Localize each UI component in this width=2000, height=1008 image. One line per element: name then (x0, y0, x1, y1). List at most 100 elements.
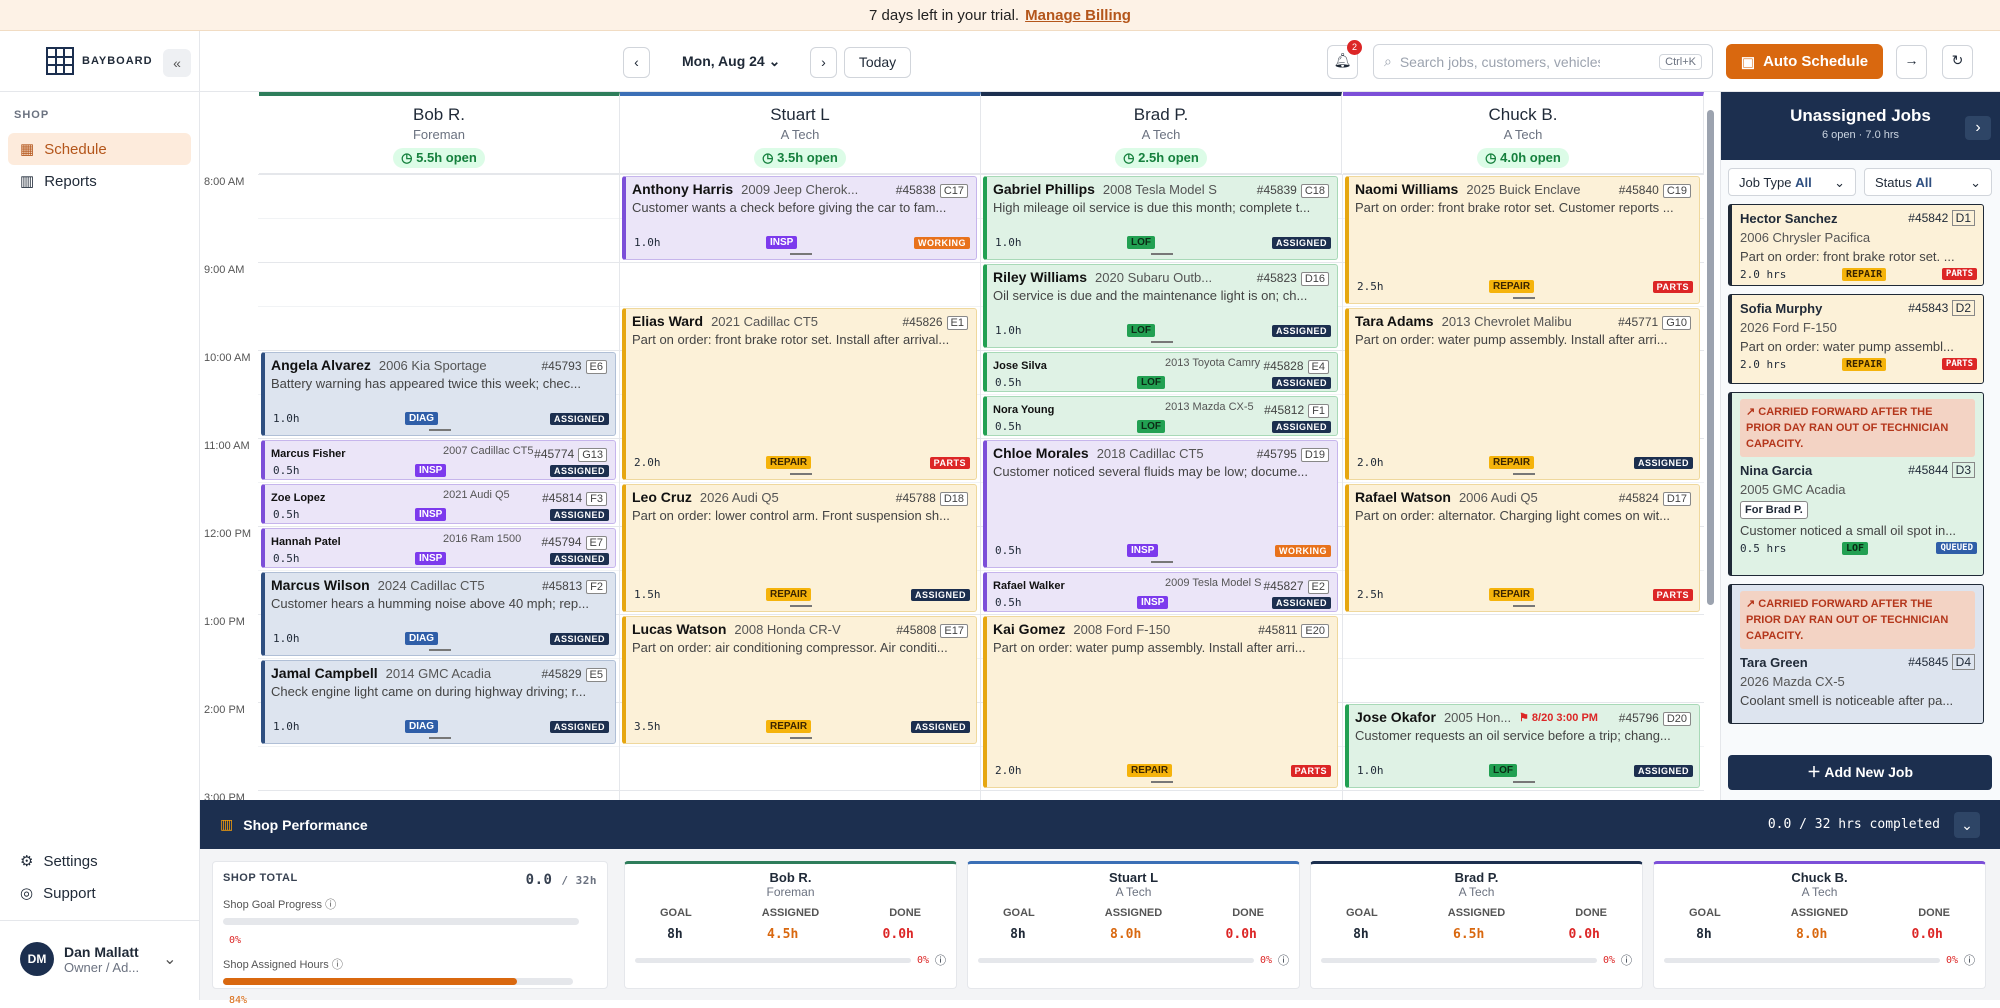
job-number: #45796 D20 (1619, 711, 1691, 725)
job-type-tag: INSP (1137, 596, 1168, 609)
prev-day-button[interactable]: ‹ (623, 47, 650, 78)
resize-handle[interactable] (1513, 473, 1535, 475)
vehicle: 2026 Audi Q5 (700, 490, 779, 505)
job-number: #45793 E6 (541, 359, 607, 373)
resize-handle[interactable] (790, 737, 812, 739)
job-card[interactable]: Riley Williams 2020 Subaru Outb... #45823 D… (983, 264, 1338, 348)
job-type-filter[interactable]: Job Type All ⌄ (1728, 168, 1856, 196)
time-gutter: 8:00 AM 9:00 AM 10:00 AM 11:00 AM 12:00 PM 1:… (200, 92, 258, 800)
job-card[interactable]: Naomi Williams 2025 Buick Enclave #45840 C1… (1345, 176, 1700, 304)
job-card[interactable]: Chloe Morales 2018 Cadillac CT5 #45795 D19 C… (983, 440, 1338, 568)
job-card[interactable]: Rafael Walker 2009 Tesla Model S #45827 E2 0… (983, 572, 1338, 612)
job-card[interactable]: Lucas Watson 2008 Honda CR-V #45808 E17 Part… (622, 616, 977, 744)
customer-name: Hector Sanchez (1740, 211, 1838, 226)
tech-column-header: Bob R. Foreman ◷ 5.5h open (259, 92, 620, 174)
resize-handle[interactable] (1513, 297, 1535, 299)
job-hours: 2.0h (1357, 456, 1384, 469)
auto-schedule-button[interactable]: ▣ Auto Schedule (1726, 44, 1883, 79)
today-button[interactable]: Today (844, 47, 911, 78)
collapse-sidebar-button[interactable]: « (163, 49, 191, 77)
job-card[interactable]: Marcus Wilson 2024 Cadillac CT5 #45813 F2 Cu… (261, 572, 616, 656)
collapse-perf-button[interactable]: ⌄ (1954, 812, 1980, 838)
bar-chart-icon: ▥ (20, 172, 34, 190)
resize-handle[interactable] (1513, 781, 1535, 783)
job-card[interactable]: Angela Alvarez 2006 Kia Sportage #45793 E6 B… (261, 352, 616, 436)
job-card[interactable]: Marcus Fisher 2007 Cadillac CT5 #45774 G13 0… (261, 440, 616, 480)
customer-name: Sofia Murphy (1740, 301, 1822, 316)
job-card[interactable]: Hannah Patel 2016 Ram 1500 #45794 E7 0.5h INS… (261, 528, 616, 568)
collapse-panel-button[interactable]: › (1965, 116, 1991, 140)
bay-badge: E20 (1301, 624, 1329, 638)
job-card[interactable]: Kai Gomez 2008 Ford F-150 #45811 E20 Part on… (983, 616, 1338, 788)
resize-handle[interactable] (1151, 253, 1173, 255)
chevron-down-icon: ⌄ (1834, 175, 1845, 191)
user-menu[interactable]: DM Dan Mallatt Owner / Ad... ⌄ (20, 942, 177, 976)
unassigned-job-card[interactable]: Sofia Murphy #45843 D2 2026 Ford F-150 Part… (1728, 294, 1984, 384)
status-filter[interactable]: Status All ⌄ (1864, 168, 1992, 196)
sidebar-item-reports[interactable]: ▥ Reports (8, 165, 191, 197)
notifications-button[interactable]: 🔔︎ 2 (1327, 45, 1358, 79)
resize-handle[interactable] (1151, 341, 1173, 343)
job-type-tag: INSP (415, 464, 446, 477)
date-picker[interactable]: Mon, Aug 24 ⌄ (682, 53, 780, 70)
goal-progress-label: Shop Goal Progress ⓘ (223, 896, 597, 912)
resize-handle[interactable] (1151, 781, 1173, 783)
customer-name: Riley Williams (993, 269, 1087, 285)
job-card[interactable]: Nora Young 2013 Mazda CX-5 #45812 F1 0.5h LOF… (983, 396, 1338, 436)
status-badge: ASSIGNED (1634, 457, 1693, 469)
status-badge: ASSIGNED (1272, 237, 1331, 249)
job-type-tag: REPAIR (1489, 588, 1534, 601)
job-number: #45808 E17 (896, 623, 968, 637)
job-type-tag: REPAIR (1489, 280, 1534, 293)
resize-handle[interactable] (1513, 605, 1535, 607)
search-input[interactable]: ⌕Search jobs, customers, vehicles, VINCt… (1373, 44, 1713, 79)
unassigned-job-card[interactable]: Hector Sanchez #45842 D1 2006 Chrysler Pac… (1728, 204, 1984, 286)
resize-handle[interactable] (790, 605, 812, 607)
vehicle: 2007 Cadillac CT5 (443, 445, 534, 457)
job-card[interactable]: Jamal Campbell 2014 GMC Acadia #45829 E5 Che… (261, 660, 616, 744)
job-number: #45838 C17 (896, 183, 968, 197)
customer-name: Angela Alvarez (271, 357, 371, 373)
refresh-button[interactable]: ↻ (1942, 45, 1973, 79)
manage-billing-link[interactable]: Manage Billing (1025, 7, 1131, 24)
trial-banner: 7 days left in your trial. Manage Billing (0, 0, 2000, 31)
resize-handle[interactable] (790, 473, 812, 475)
job-card[interactable]: Tara Adams 2013 Chevrolet Malibu #45771 G10… (1345, 308, 1700, 480)
job-description: Part on order: water pump assembly. Inst… (993, 640, 1331, 655)
next-day-button[interactable]: › (810, 47, 837, 78)
bay-badge: C19 (1663, 184, 1691, 198)
resize-handle[interactable] (429, 737, 451, 739)
sidebar-item-settings[interactable]: ⚙ Settings (8, 845, 191, 877)
job-card[interactable]: Jose Okafor 2005 Hon... ⚑ 8/20 3:00 PM #457… (1345, 704, 1700, 788)
unassigned-job-card[interactable]: ↗ CARRIED FORWARD AFTER THE PRIOR DAY RA… (1728, 584, 1984, 724)
job-card[interactable]: Jose Silva 2013 Toyota Camry #45828 E4 0.5h L… (983, 352, 1338, 392)
job-card[interactable]: Zoe Lopez 2021 Audi Q5 #45814 F3 0.5h INSP ASS… (261, 484, 616, 524)
job-number: #45774 G13 (534, 447, 607, 461)
customer-name: Leo Cruz (632, 489, 692, 505)
bay-badge: D19 (1301, 448, 1329, 462)
job-card[interactable]: Rafael Watson 2006 Audi Q5 #45824 D17 Part o… (1345, 484, 1700, 612)
tech-performance-card: Brad P. A Tech GOAL ASSIGNED DONE 8h 6.5h 0.0h 0… (1310, 861, 1643, 989)
add-new-job-button[interactable]: ＋ Add New Job (1728, 755, 1992, 790)
vehicle: 2026 Ford F-150 (1740, 320, 1975, 335)
sidebar-item-schedule[interactable]: ▦ Schedule (8, 133, 191, 165)
grid-scrollbar[interactable] (1707, 110, 1714, 605)
resize-handle[interactable] (429, 649, 451, 651)
resize-handle[interactable] (1151, 561, 1173, 563)
resize-handle[interactable] (429, 429, 451, 431)
job-card[interactable]: Elias Ward 2021 Cadillac CT5 #45826 E1 Part … (622, 308, 977, 480)
unassigned-job-card[interactable]: ↗ CARRIED FORWARD AFTER THE PRIOR DAY RA… (1728, 392, 1984, 576)
forward-button[interactable]: → (1896, 45, 1927, 79)
chevron-down-icon: ⌄ (163, 949, 176, 969)
resize-handle[interactable] (790, 253, 812, 255)
time-label: 10:00 AM (204, 352, 250, 364)
sidebar-item-support[interactable]: ◎ Support (8, 877, 191, 909)
job-card[interactable]: Anthony Harris 2009 Jeep Cherok... #45838 C… (622, 176, 977, 260)
status-badge: PARTS (930, 457, 970, 469)
job-card[interactable]: Leo Cruz 2026 Audi Q5 #45788 D18 Part on ord… (622, 484, 977, 612)
job-card[interactable]: Gabriel Phillips 2008 Tesla Model S #45839… (983, 176, 1338, 260)
vehicle: 2021 Cadillac CT5 (711, 314, 818, 329)
vehicle: 2005 GMC Acadia (1740, 482, 1975, 497)
calendar-grid-icon: ▦ (20, 140, 34, 158)
status-badge: WORKING (1275, 545, 1331, 557)
